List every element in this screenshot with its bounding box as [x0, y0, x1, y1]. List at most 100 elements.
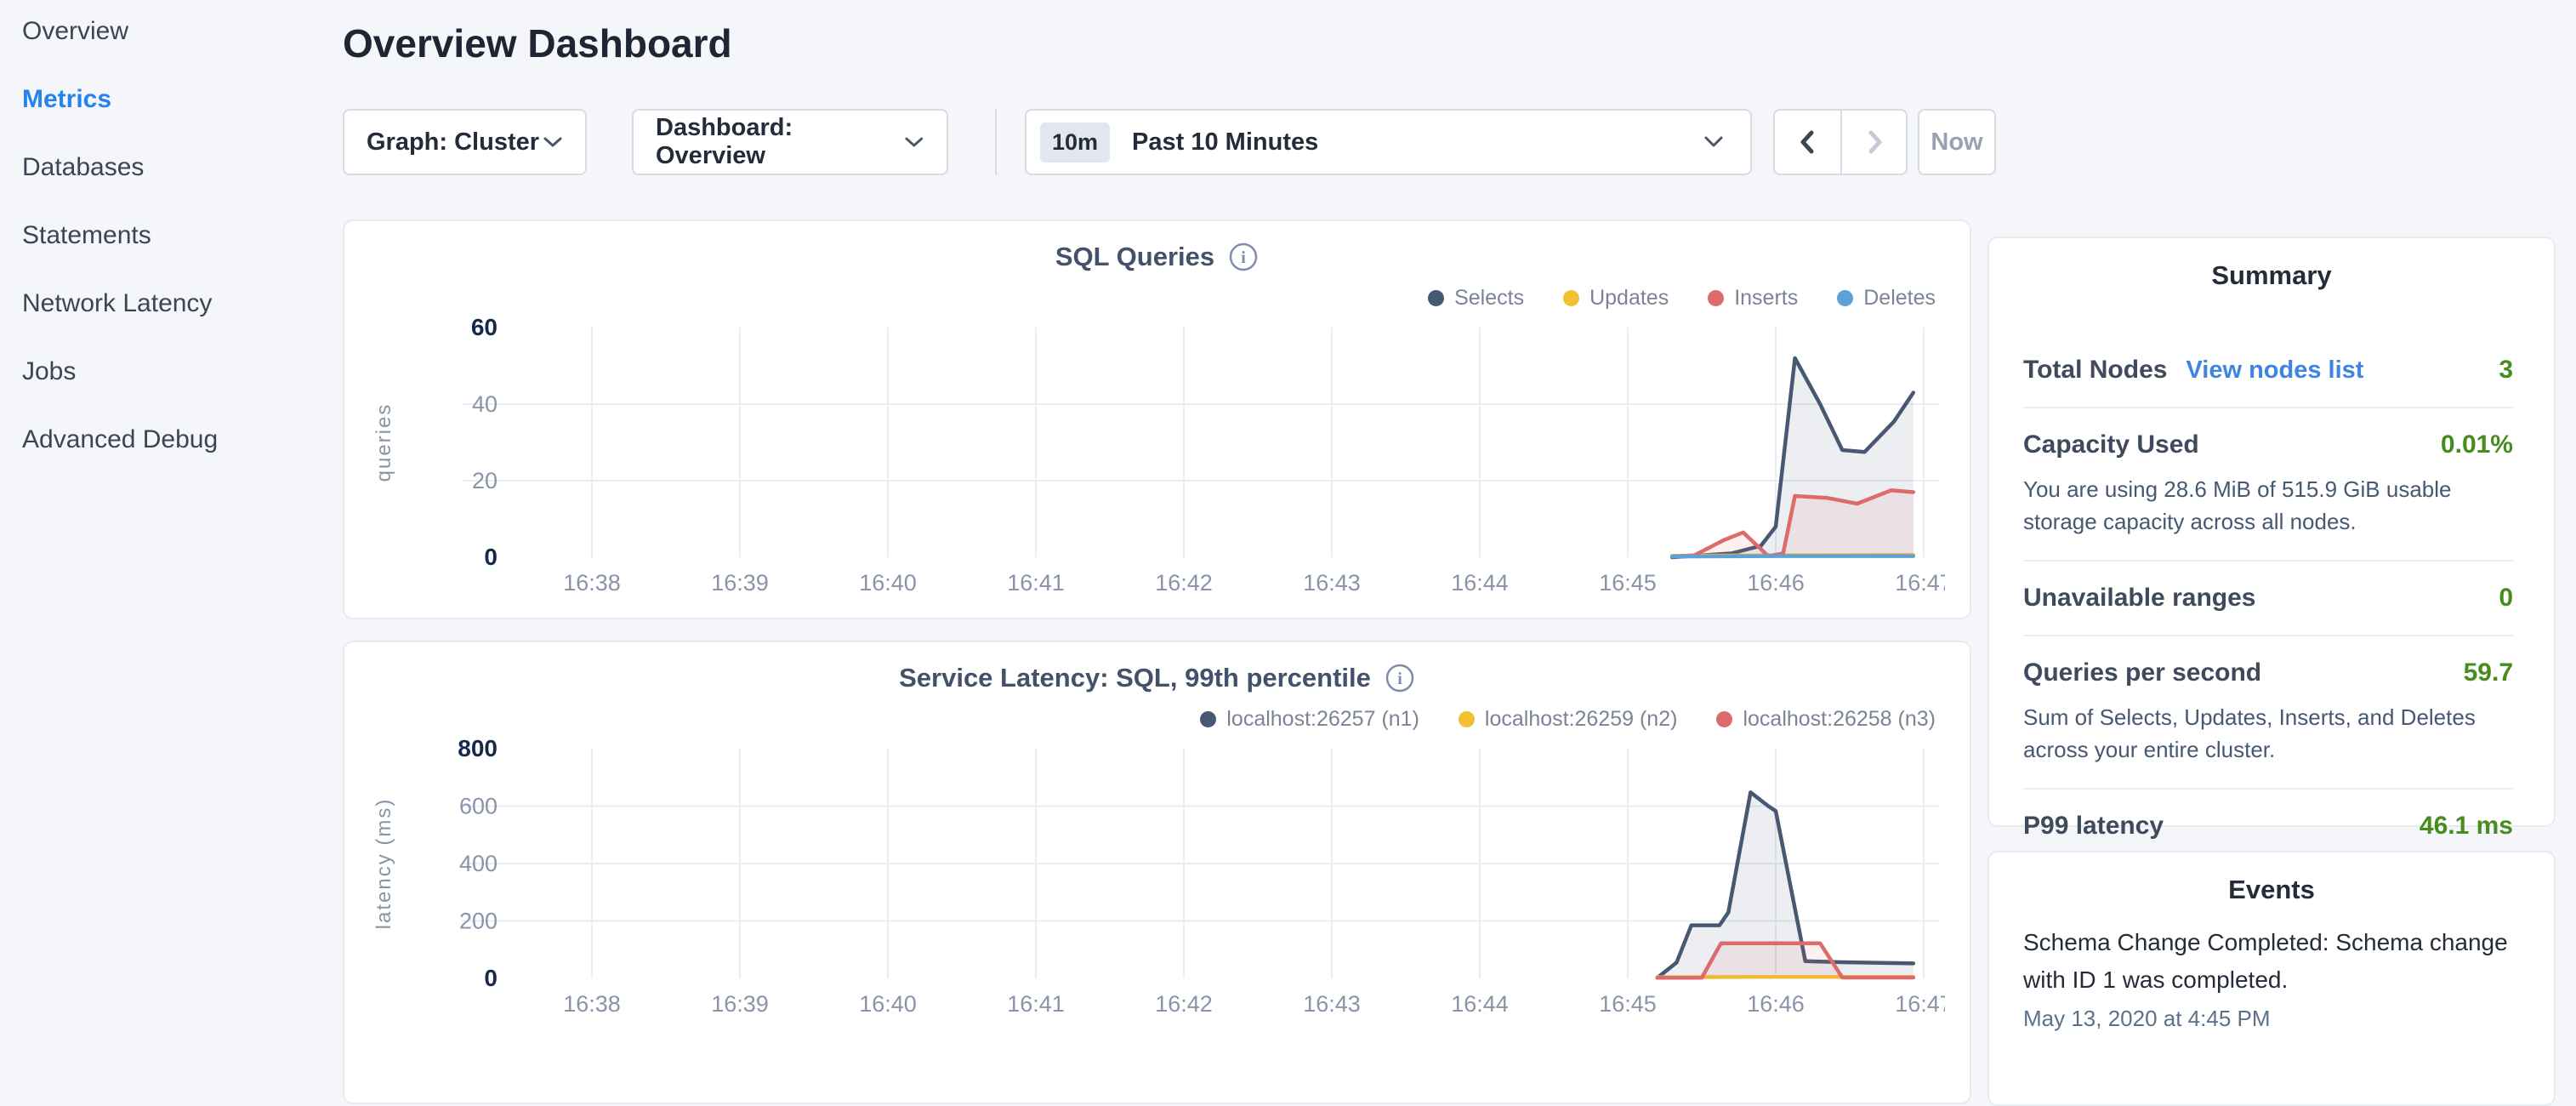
legend-label: Deletes — [1863, 286, 1936, 311]
time-range-selector[interactable]: 10m Past 10 Minutes — [1025, 109, 1752, 175]
legend-item[interactable]: Updates — [1563, 286, 1669, 311]
next-time-button[interactable] — [1840, 111, 1906, 174]
svg-text:16:39: 16:39 — [711, 991, 769, 1017]
summary-panel: Summary Total Nodes View nodes list 3 Capac… — [1987, 237, 2556, 827]
summary-row-value: 46.1 ms — [2420, 812, 2513, 841]
controls-divider — [995, 109, 997, 175]
sql-queries-chart-card: SQL Queries i Selects Updates Inserts Delet… — [343, 219, 1971, 619]
legend-item[interactable]: Inserts — [1708, 286, 1798, 311]
legend-item[interactable]: Selects — [1428, 286, 1524, 311]
sidebar-item-jobs[interactable]: Jobs — [22, 356, 76, 388]
svg-text:16:47: 16:47 — [1895, 991, 1945, 1017]
svg-text:16:45: 16:45 — [1599, 991, 1657, 1017]
svg-text:16:44: 16:44 — [1451, 570, 1509, 596]
summary-row-value: 3 — [2499, 356, 2513, 385]
legend-label: Inserts — [1734, 286, 1798, 311]
time-range-badge: 10m — [1040, 123, 1110, 162]
chevron-down-icon — [904, 136, 924, 148]
sidebar: Overview Metrics Databases Statements Networ… — [0, 0, 340, 1052]
svg-text:i: i — [1397, 670, 1402, 688]
chevron-down-icon — [543, 136, 563, 148]
svg-text:16:40: 16:40 — [859, 991, 917, 1017]
graph-dropdown[interactable]: Graph: Cluster — [343, 109, 587, 175]
svg-text:16:38: 16:38 — [563, 570, 621, 596]
summary-row-label: Total Nodes — [2023, 356, 2167, 385]
legend-item[interactable]: Deletes — [1837, 286, 1936, 311]
svg-text:16:43: 16:43 — [1303, 991, 1361, 1017]
svg-text:800: 800 — [458, 736, 498, 761]
time-range-label: Past 10 Minutes — [1132, 128, 1318, 157]
legend-dot — [1708, 290, 1724, 306]
chart-title: SQL Queries — [1055, 242, 1214, 272]
svg-text:16:46: 16:46 — [1747, 991, 1805, 1017]
summary-title: Summary — [1989, 260, 2554, 291]
events-title: Events — [1989, 875, 2554, 905]
svg-text:16:46: 16:46 — [1747, 570, 1805, 596]
service-latency-plot[interactable]: 16:3816:3916:4016:4116:4216:4316:4416:45… — [370, 736, 1945, 1025]
sidebar-item-overview[interactable]: Overview — [22, 15, 128, 48]
sidebar-item-advanced-debug[interactable]: Advanced Debug — [22, 424, 218, 456]
svg-text:0: 0 — [484, 544, 498, 570]
legend-label: localhost:26259 (n2) — [1485, 707, 1678, 732]
svg-text:16:44: 16:44 — [1451, 991, 1509, 1017]
summary-row-label: P99 latency — [2023, 812, 2164, 841]
legend-dot — [1459, 711, 1475, 727]
svg-text:16:41: 16:41 — [1007, 570, 1065, 596]
events-panel: Events Schema Change Completed: Schema c… — [1987, 851, 2556, 1106]
svg-text:16:43: 16:43 — [1303, 570, 1361, 596]
summary-row-value: 0.01% — [2441, 430, 2513, 459]
dashboard-dropdown-label: Dashboard: Overview — [656, 114, 904, 170]
chevron-left-icon — [1795, 128, 1821, 157]
legend-item[interactable]: localhost:26259 (n2) — [1459, 707, 1678, 732]
sidebar-item-databases[interactable]: Databases — [22, 151, 144, 184]
dashboard-dropdown[interactable]: Dashboard: Overview — [632, 109, 948, 175]
legend-item[interactable]: localhost:26257 (n1) — [1200, 707, 1419, 732]
svg-text:queries: queries — [372, 403, 395, 482]
legend-dot — [1563, 290, 1579, 306]
svg-text:20: 20 — [471, 468, 497, 493]
svg-text:0: 0 — [484, 965, 498, 991]
svg-text:16:39: 16:39 — [711, 570, 769, 596]
chart-legend: Selects Updates Inserts Deletes — [344, 284, 1936, 311]
summary-row: Unavailable ranges 0 — [2023, 562, 2513, 636]
svg-text:400: 400 — [458, 851, 497, 876]
info-icon[interactable]: i — [1385, 663, 1415, 693]
sidebar-item-statements[interactable]: Statements — [22, 219, 151, 252]
legend-label: localhost:26257 (n1) — [1226, 707, 1419, 732]
now-button-label: Now — [1931, 128, 1982, 157]
legend-item[interactable]: localhost:26258 (n3) — [1716, 707, 1936, 732]
sql-queries-plot[interactable]: 16:3816:3916:4016:4116:4216:4316:4416:45… — [370, 315, 1945, 604]
svg-text:16:41: 16:41 — [1007, 991, 1065, 1017]
prev-time-button[interactable] — [1775, 111, 1840, 174]
svg-text:16:45: 16:45 — [1599, 570, 1657, 596]
svg-text:16:42: 16:42 — [1155, 991, 1213, 1017]
svg-text:600: 600 — [458, 794, 497, 819]
summary-row: Capacity Used0.01%You are using 28.6 MiB… — [2023, 408, 2513, 562]
svg-text:16:42: 16:42 — [1155, 570, 1213, 596]
now-button[interactable]: Now — [1918, 109, 1996, 175]
legend-dot — [1428, 290, 1444, 306]
service-latency-chart-card: Service Latency: SQL, 99th percentile i … — [343, 641, 1971, 1104]
summary-row-label: Unavailable ranges — [2023, 584, 2255, 613]
time-step-buttons — [1773, 109, 1908, 175]
svg-text:i: i — [1241, 248, 1246, 267]
summary-rows: Total Nodes View nodes list 3 Capacity Used… — [2023, 334, 2513, 863]
view-nodes-list-link[interactable]: View nodes list — [2186, 356, 2363, 385]
legend-label: Selects — [1454, 286, 1524, 311]
legend-dot — [1200, 711, 1216, 727]
sidebar-item-network-latency[interactable]: Network Latency — [22, 288, 212, 320]
chevron-down-icon — [1703, 135, 1725, 149]
legend-dot — [1716, 711, 1732, 727]
legend-dot — [1837, 290, 1853, 306]
svg-text:60: 60 — [470, 315, 497, 340]
info-icon[interactable]: i — [1228, 242, 1259, 272]
summary-row-label: Capacity Used — [2023, 430, 2199, 459]
event-message[interactable]: Schema Change Completed: Schema change w… — [2023, 924, 2518, 999]
summary-row-value: 59.7 — [2464, 658, 2513, 687]
sidebar-item-metrics[interactable]: Metrics — [22, 83, 111, 116]
summary-row-description: Sum of Selects, Updates, Inserts, and De… — [2023, 701, 2513, 766]
chevron-right-icon — [1862, 128, 1887, 157]
summary-row-label: Queries per second — [2023, 658, 2261, 687]
chart-legend: localhost:26257 (n1) localhost:26259 (n2)… — [344, 705, 1936, 733]
summary-row-value: 0 — [2499, 584, 2513, 613]
